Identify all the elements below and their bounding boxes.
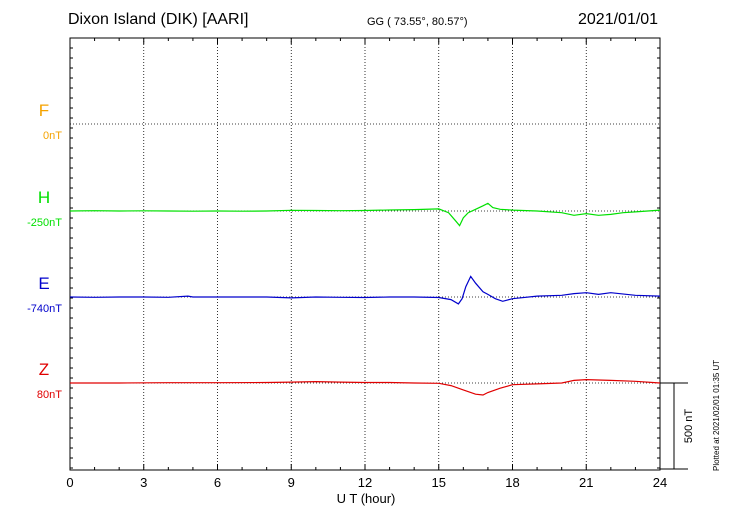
x-tick-label: 3 [140, 475, 147, 490]
scale-bar-label: 500 nT [683, 409, 695, 444]
series-group [69, 202, 661, 396]
x-tick-label: 15 [432, 475, 446, 490]
series-z-baseline: 80nT [37, 389, 62, 401]
x-axis-label: U T (hour) [337, 491, 396, 506]
scale-bar: 500 nT [660, 382, 695, 470]
x-tick-label: 0 [66, 475, 73, 490]
series-h-line [69, 202, 661, 227]
series-labels: F 0nT H -250nT E -740nT Z 80nT [27, 101, 62, 401]
x-axis-ticks: 0 3 6 9 12 15 18 21 24 [66, 38, 667, 490]
series-z-line [70, 378, 661, 396]
series-e-baseline: -740nT [27, 303, 62, 315]
grid-lines [70, 38, 660, 470]
x-tick-label: 9 [288, 475, 295, 490]
station-coords: GG ( 73.55°, 80.57°) [367, 16, 468, 28]
series-z-name: Z [39, 360, 49, 379]
plotted-timestamp: Plotted at 2021/02/01 01:35 UT [712, 359, 721, 471]
series-f-name: F [39, 101, 49, 120]
station-title: Dixon Island (DIK) [AARI] [68, 11, 249, 28]
plot-date: 2021/01/01 [578, 11, 659, 28]
x-tick-label: 12 [358, 475, 372, 490]
series-h-name: H [38, 188, 50, 207]
x-tick-label: 24 [653, 475, 667, 490]
series-e-line [69, 275, 661, 305]
series-h-baseline: -250nT [27, 217, 62, 229]
x-tick-label: 6 [214, 475, 221, 490]
series-e-name: E [38, 274, 49, 293]
x-tick-label: 21 [579, 475, 593, 490]
x-tick-label: 18 [505, 475, 519, 490]
series-f-baseline: 0nT [43, 130, 62, 142]
